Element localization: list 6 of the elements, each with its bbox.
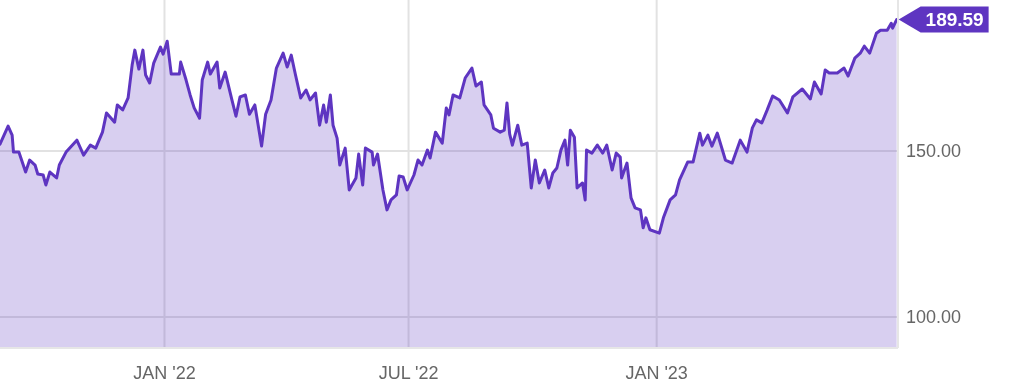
x-tick-label: JUL '22 (378, 363, 439, 383)
x-tick-label: JAN '23 (625, 363, 688, 383)
y-tick-label: 150.00 (906, 141, 962, 162)
y-tick-label: 100.00 (906, 307, 962, 328)
annotation: 189.59 (925, 9, 984, 31)
x-tick-label: JAN '22 (133, 363, 196, 383)
